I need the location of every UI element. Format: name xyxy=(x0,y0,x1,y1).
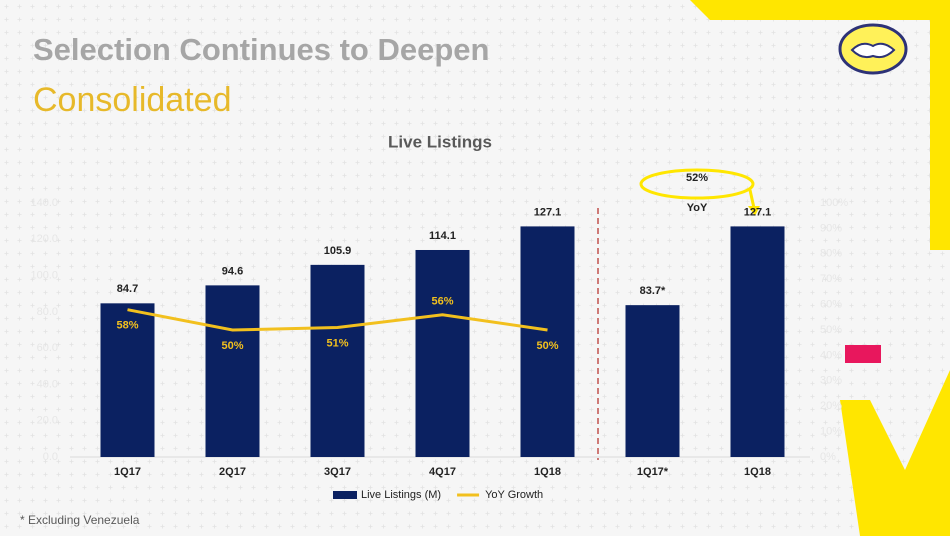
y-tick-label: 40.0 xyxy=(37,378,58,390)
y2-tick-label: 40% xyxy=(820,349,842,361)
y2-tick-label: 30% xyxy=(820,375,842,387)
y-tick-label: 80.0 xyxy=(37,306,58,318)
x-tick-label: 3Q17 xyxy=(324,466,351,478)
corner-shape xyxy=(840,370,950,536)
x-tick-label: 4Q17 xyxy=(429,466,456,478)
y-tick-label: 60.0 xyxy=(37,342,58,354)
logo xyxy=(838,23,908,75)
y-tick-label: 120.0 xyxy=(30,233,58,245)
bar xyxy=(310,264,365,457)
bar xyxy=(625,305,680,457)
y-tick-label: 0.0 xyxy=(43,451,58,463)
footnote: * Excluding Venezuela xyxy=(20,513,140,527)
y2-tick-label: 70% xyxy=(820,273,842,285)
line xyxy=(127,308,548,332)
bar-value-label: 114.1 xyxy=(429,230,456,242)
slide-title: Selection Continues to Deepen xyxy=(33,32,489,67)
bar xyxy=(520,226,575,457)
bar-value-label: 84.7 xyxy=(117,283,138,295)
accent-block xyxy=(845,345,881,363)
bar xyxy=(415,249,470,457)
y-tick-label: 140.0 xyxy=(30,197,58,209)
x-tick-label: 2Q17 xyxy=(219,466,246,478)
legend-label: Live Listings (M) xyxy=(361,489,441,501)
bar xyxy=(205,285,260,457)
line-value-label: 56% xyxy=(431,296,453,308)
x-tick-label: 1Q18 xyxy=(744,466,771,478)
legend-swatch xyxy=(333,491,357,499)
annotation: 52% xyxy=(686,172,708,184)
y-tick-label: 100.0 xyxy=(30,269,58,281)
bar-value-label: 105.9 xyxy=(324,245,352,257)
x-tick-label: 1Q18 xyxy=(534,466,561,478)
y-tick-label: 20.0 xyxy=(37,415,58,427)
x-tick-label: 1Q17* xyxy=(637,466,669,478)
chart-title: Live Listings xyxy=(388,132,492,151)
y2-tick-label: 20% xyxy=(820,400,842,412)
y2-tick-label: 100% xyxy=(820,197,848,209)
y2-tick-label: 50% xyxy=(820,324,842,336)
line-value-label: 50% xyxy=(536,340,558,352)
y2-tick-label: 60% xyxy=(820,299,842,311)
bar-value-label: 83.7* xyxy=(640,285,666,297)
annotation: YoY xyxy=(687,202,708,214)
legend-label: YoY Growth xyxy=(485,489,543,501)
line-value-label: 51% xyxy=(326,337,348,349)
bar xyxy=(100,303,155,457)
bar xyxy=(730,226,785,457)
line-value-label: 50% xyxy=(221,340,243,352)
y2-tick-label: 80% xyxy=(820,248,842,260)
bar-value-label: 94.6 xyxy=(222,265,243,277)
y2-tick-label: 10% xyxy=(820,426,842,438)
x-tick-label: 1Q17 xyxy=(114,466,141,478)
bar-value-label: 127.1 xyxy=(744,206,772,218)
y2-tick-label: 90% xyxy=(820,222,842,234)
y2-tick-label: 0% xyxy=(820,451,836,463)
bar-value-label: 127.1 xyxy=(534,206,562,218)
slide-subtitle: Consolidated xyxy=(33,81,231,119)
line-value-label: 58% xyxy=(116,320,138,332)
yoy-callout: 52% YoY xyxy=(639,168,760,216)
